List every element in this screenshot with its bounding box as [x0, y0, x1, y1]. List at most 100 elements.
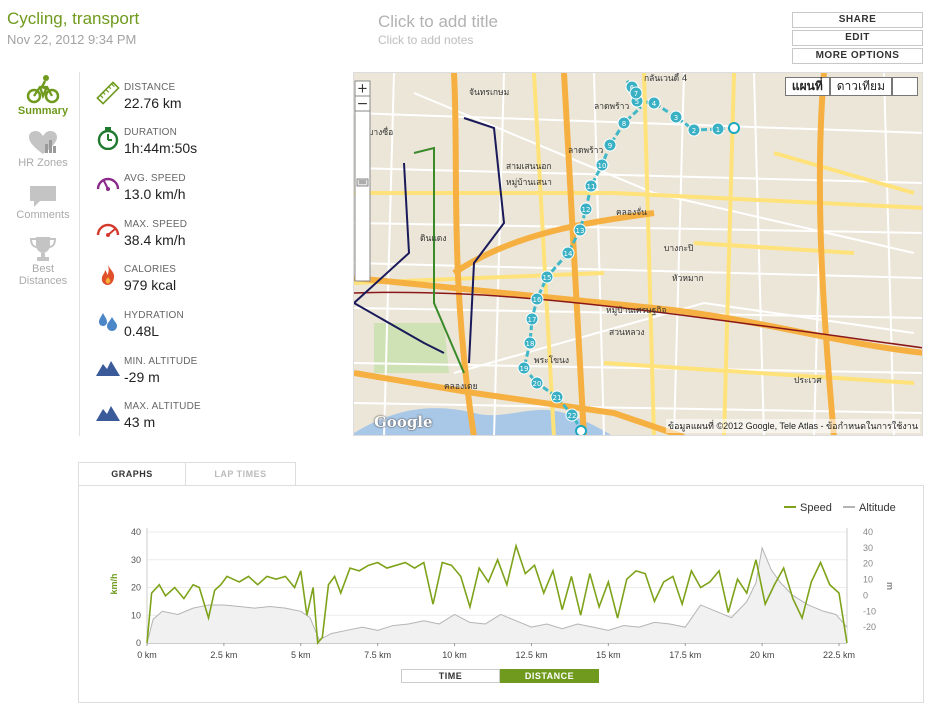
zoom-in-icon[interactable]: + [357, 82, 368, 97]
toggle-time-button[interactable]: TIME [401, 669, 500, 683]
route-marker[interactable] [523, 336, 537, 350]
map-label-1: ลาดพร้าว [594, 101, 629, 112]
tab-graphs[interactable]: GRAPHS [78, 462, 186, 486]
stat-distance: DISTANCE 22.76 km [96, 79, 346, 119]
route-marker-label: 21 [553, 394, 562, 402]
x-tick-label: 5 km [291, 650, 311, 660]
y-tick-label: 0 [136, 638, 141, 648]
toggle-distance-button[interactable]: DISTANCE [500, 669, 599, 683]
route-marker[interactable] [530, 292, 544, 306]
x-tick-label: 15 km [596, 650, 621, 660]
route-marker[interactable] [629, 86, 643, 100]
route-marker[interactable] [550, 390, 564, 404]
route-marker[interactable] [525, 312, 539, 326]
y-tick-label: 20 [131, 583, 141, 593]
route-marker[interactable] [517, 361, 531, 375]
y2-tick-label: -10 [863, 606, 876, 616]
route-marker[interactable] [540, 270, 554, 284]
workout-date: Nov 22, 2012 9:34 PM [7, 32, 137, 47]
stat-min-altitude-value: -29 m [124, 369, 160, 385]
nav-summary[interactable]: Summary [7, 74, 79, 117]
route-marker[interactable] [565, 408, 579, 422]
stat-duration-value: 1h:44m:50s [124, 140, 198, 156]
y2-tick-label: 0 [863, 590, 868, 600]
x-tick-label: 0 km [137, 650, 157, 660]
y-tick-label: 30 [131, 555, 141, 565]
route-start-marker [728, 122, 740, 134]
route-marker-label: 13 [576, 227, 585, 235]
nav-divider [79, 72, 80, 436]
route-end-marker [575, 425, 587, 435]
ruler-icon [96, 81, 120, 105]
map-type-map-button[interactable]: แผนที่ [784, 77, 830, 96]
route-marker[interactable] [669, 110, 683, 124]
x-axis-toggle: TIME DISTANCE [401, 669, 599, 683]
nav-summary-label: Summary [17, 105, 69, 117]
route-marker[interactable] [687, 123, 701, 137]
map-zoom-control[interactable]: + − [354, 79, 394, 289]
route-marker-label: 8 [622, 120, 626, 128]
route-map[interactable]: ลาดพร้าว กลันเวนดี้ 4 ลาดพร้าว สามเสนนอก… [353, 72, 923, 436]
route-marker-label: 9 [608, 142, 612, 150]
speed-altitude-chart[interactable]: Speed Altitude km/h m 0 10 20 30 40 -20 -10 0 10… [79, 486, 925, 704]
route-marker-label: 16 [533, 296, 542, 304]
tab-lap-times[interactable]: LAP TIMES [186, 462, 296, 486]
route-marker[interactable] [561, 246, 575, 260]
route-marker[interactable] [530, 376, 544, 390]
nav-comments-label: Comments [16, 209, 70, 221]
route-marker[interactable] [603, 138, 617, 152]
y2-tick-label: 30 [863, 543, 873, 553]
legend-altitude-label: Altitude [859, 502, 896, 514]
map-label-15: บางซื่อ [368, 126, 393, 138]
route-marker-label: 15 [543, 274, 552, 282]
stat-min-altitude: MIN. ALTITUDE -29 m [96, 353, 346, 393]
route-marker[interactable] [617, 116, 631, 130]
stopwatch-icon [97, 127, 119, 150]
route-marker[interactable] [573, 223, 587, 237]
route-marker[interactable] [647, 96, 661, 110]
route-marker-label: 20 [533, 380, 542, 388]
add-title-field[interactable]: Click to add title [378, 12, 498, 31]
map-type-more-button[interactable] [892, 77, 918, 96]
stat-max-altitude-label: MAX. ALTITUDE [124, 401, 201, 412]
map-label-4: สามเสนนอก [506, 162, 552, 172]
zoom-out-icon[interactable]: − [357, 96, 369, 112]
stat-max-altitude: MAX. ALTITUDE 43 m [96, 398, 346, 438]
route-marker-label: 4 [652, 100, 657, 108]
map-type-satellite-button[interactable]: ดาวเทียม [829, 77, 892, 96]
edit-button[interactable]: EDIT [792, 30, 923, 46]
map-type-switch: แผนที่ ดาวเทียม [784, 77, 918, 96]
nav-best-distances[interactable]: Best Distances [7, 236, 79, 287]
legend-speed-label: Speed [800, 502, 832, 514]
stat-calories: CALORIES 979 kcal [96, 261, 346, 301]
zoom-slider[interactable] [354, 110, 371, 282]
graph-panel: Speed Altitude km/h m 0 10 20 30 40 -20 -10 0 10… [78, 485, 924, 703]
route-marker[interactable] [584, 179, 598, 193]
chart-ticks: 0 10 20 30 40 -20 -10 0 10 20 30 40 0 km 2.5 km 5 km 7.… [131, 527, 876, 660]
route-marker-label: 14 [564, 250, 573, 258]
y-tick-label: 40 [131, 527, 141, 537]
chart-series [146, 542, 848, 646]
stat-avg-speed-label: AVG. SPEED [124, 173, 186, 184]
x-tick-label: 17.5 km [669, 650, 701, 660]
route-marker[interactable] [595, 158, 609, 172]
map-label-13: พระโขนง [534, 355, 569, 366]
route-marker-label: 3 [674, 114, 678, 122]
bicycle-icon [26, 75, 60, 104]
map-label-3: ลาดพร้าว [568, 145, 603, 156]
share-button[interactable]: SHARE [792, 12, 923, 28]
water-drops-icon [99, 313, 117, 331]
stat-hydration: HYDRATION 0.48L [96, 307, 346, 347]
stat-calories-label: CALORIES [124, 264, 177, 275]
map-copyright[interactable]: ข้อมูลแผนที่ ©2012 Google, Tele Atlas - … [665, 419, 920, 433]
stat-max-speed: MAX. SPEED 38.4 km/h [96, 216, 346, 256]
more-options-button[interactable]: MORE OPTIONS [792, 48, 923, 64]
route-marker[interactable] [711, 122, 725, 136]
route-marker[interactable] [579, 202, 593, 216]
nav-comments[interactable]: Comments [7, 184, 79, 221]
route-marker-label: 17 [528, 316, 537, 324]
y-tick-label: 10 [131, 610, 141, 620]
map-label-11: สวนหลวง [609, 328, 645, 338]
nav-hr-zones[interactable]: HR Zones [7, 130, 79, 169]
add-notes-field[interactable]: Click to add notes [378, 33, 474, 47]
